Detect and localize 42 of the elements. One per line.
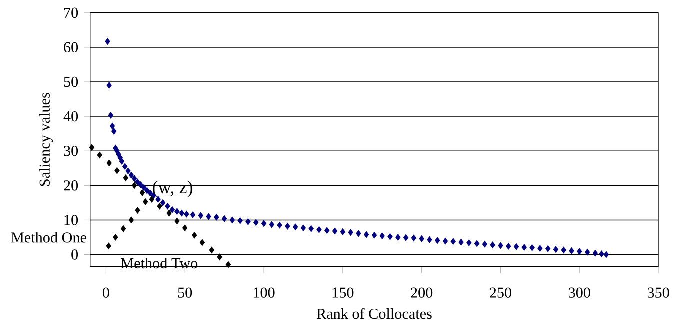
x-tick-label: 100 (254, 288, 275, 298)
point (174, 218, 180, 225)
y-tick-label: 40 (64, 112, 78, 122)
point (182, 225, 188, 232)
point (209, 247, 214, 254)
point (89, 144, 95, 152)
y-tick-label: 30 (64, 146, 78, 156)
point (157, 203, 162, 210)
x-tick-label: 200 (411, 288, 433, 298)
text: Method One (11, 232, 86, 244)
x-tick-label: 0 (102, 288, 110, 298)
point (97, 152, 102, 159)
point (192, 232, 198, 239)
point (166, 210, 172, 217)
x-axis-title: Rank of Collocates (316, 308, 432, 320)
x-tick-label: 150 (332, 288, 354, 298)
y-tick-label: 20 (64, 180, 78, 191)
point (113, 234, 118, 242)
point (140, 190, 146, 196)
point (106, 160, 112, 167)
x-tick-label: 350 (648, 288, 670, 298)
point (226, 262, 232, 268)
y-tick-label: 70 (64, 8, 78, 18)
x-tick-label: 50 (178, 288, 192, 298)
y-tick-label: 10 (64, 215, 78, 226)
point (128, 217, 134, 224)
point (217, 254, 222, 261)
y-axis-title: Saliency values (39, 93, 54, 186)
x-tick-label: 250 (490, 288, 512, 298)
point (106, 243, 112, 250)
point (120, 226, 126, 232)
point (123, 174, 128, 182)
point (200, 240, 206, 246)
x-tick-label: 300 (569, 288, 590, 298)
point (143, 198, 148, 206)
point (135, 207, 140, 214)
point (114, 168, 120, 174)
point (132, 182, 138, 190)
point (149, 196, 155, 204)
y-tick-label: 60 (64, 42, 78, 53)
y-tick-label: 0 (72, 250, 78, 260)
y-tick-label: 50 (64, 77, 78, 88)
